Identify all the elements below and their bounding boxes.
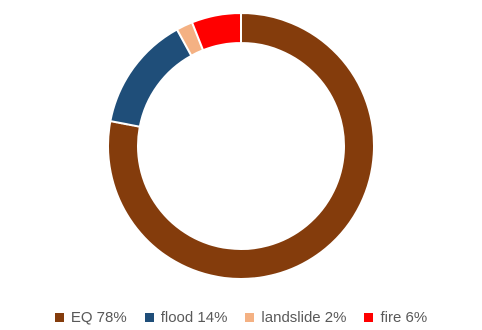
legend-label-eq: EQ 78% (70, 308, 127, 326)
legend-label-landslide: landslide 2% (261, 308, 347, 326)
legend-swatch-flood (144, 312, 154, 322)
legend-item-flood: flood 14% (144, 308, 228, 326)
legend-item-fire: fire 6% (364, 309, 427, 326)
legend-item-landslide: landslide 2% (245, 309, 346, 326)
legend-swatch-eq (54, 312, 64, 322)
legend-label-flood: flood 14% (160, 308, 228, 326)
legend-swatch-landslide (245, 312, 255, 322)
slice-flood (109, 28, 193, 128)
donut-plot (107, 11, 375, 280)
slice-fire (190, 11, 242, 52)
legend: EQ 78% flood 14% landslide 2% fire 6% (0, 306, 482, 328)
legend-swatch-fire (364, 312, 374, 322)
legend-label-fire: fire 6% (380, 308, 428, 326)
legend-item-eq: EQ 78% (54, 308, 127, 326)
slice-eq (107, 11, 375, 280)
